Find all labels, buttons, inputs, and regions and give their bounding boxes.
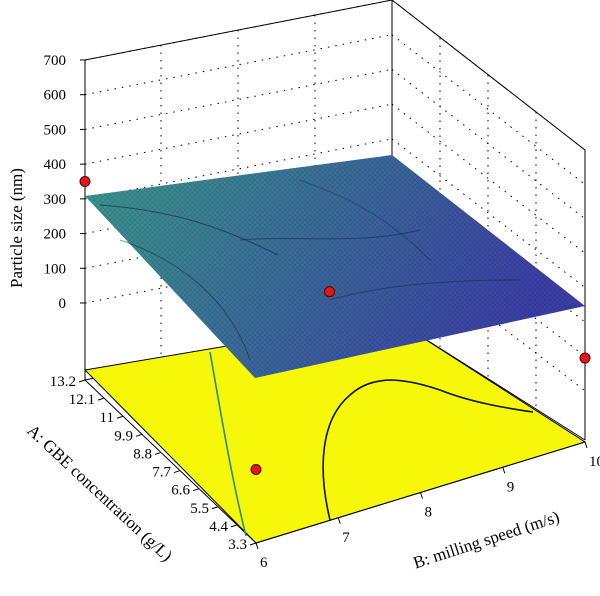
grid-line-right xyxy=(391,207,586,357)
y-tick-label: 9.9 xyxy=(114,428,133,444)
z-tick-label: 600 xyxy=(44,88,67,104)
design-point xyxy=(324,286,335,298)
surface-contour-1 xyxy=(99,204,279,256)
y-tick-mark xyxy=(97,397,105,401)
y-tick-label: 8.8 xyxy=(133,446,152,462)
y-tick-mark xyxy=(154,451,162,455)
x-tick-label: 9 xyxy=(507,479,515,495)
x-axis-ticks: 6 7 8 9 10 xyxy=(255,441,600,571)
x-tick-label: 7 xyxy=(342,530,350,546)
x-tick-mark xyxy=(584,441,588,449)
z-tick-label: 700 xyxy=(44,53,67,69)
surface-contour-2 xyxy=(239,229,421,241)
grid-line-right xyxy=(391,0,586,151)
z-axis-ticks: 0 100 200 300 400 500 600 700 xyxy=(44,53,85,312)
x-tick-mark xyxy=(420,492,423,499)
y-tick-label: 7.7 xyxy=(152,465,171,481)
y-tick-label: 4.4 xyxy=(209,519,228,535)
design-point xyxy=(79,176,91,187)
y-tick-mark xyxy=(78,379,86,383)
y-tick-mark xyxy=(230,524,238,528)
y-tick-mark xyxy=(192,488,200,492)
y-tick-label: 11 xyxy=(100,410,114,426)
floor-contour-main xyxy=(322,379,534,521)
grid-line-back xyxy=(84,34,393,96)
grid-line-right xyxy=(391,34,586,185)
surface-contour-3 xyxy=(119,239,251,361)
y-tick-mark xyxy=(116,415,124,419)
y-tick-label: 6.6 xyxy=(171,483,190,499)
design-point xyxy=(250,463,262,475)
design-point xyxy=(579,352,591,364)
x-tick-label: 8 xyxy=(425,505,433,521)
y-tick-label: 5.5 xyxy=(190,501,209,517)
y-tick-label: 13.2 xyxy=(50,374,76,390)
surface-contour-4 xyxy=(329,279,521,301)
z-axis-label: Particle size (nm) xyxy=(7,168,26,288)
surface-contour-5 xyxy=(299,179,431,261)
floor-contour-left xyxy=(209,351,247,537)
y-tick-label: 3.3 xyxy=(228,537,247,553)
x-tick-label: 6 xyxy=(260,555,268,571)
grid-line-right xyxy=(391,69,586,220)
y-tick-mark xyxy=(135,433,143,437)
z-tick-label: 100 xyxy=(44,261,67,277)
y-tick-mark xyxy=(173,470,181,474)
z-tick-label: 300 xyxy=(44,192,67,208)
x-tick-label: 10 xyxy=(589,454,600,470)
grid-line-right xyxy=(391,138,586,288)
grid-line-right xyxy=(391,103,586,254)
z-tick-label: 400 xyxy=(44,157,67,173)
grid-line-right xyxy=(391,242,586,392)
y-tick-mark xyxy=(249,542,257,546)
x-tick-mark xyxy=(255,542,259,550)
z-tick-label: 500 xyxy=(44,122,67,138)
y-tick-label: 12.1 xyxy=(69,392,95,408)
x-axis-label: B: milling speed (m/s) xyxy=(411,507,562,572)
y-axis-label: A: GBE concentration (g/L) xyxy=(23,421,176,565)
surface-mesh xyxy=(85,155,585,378)
y-axis-ticks: 3.34.45.56.67.78.89.911 12.1 13.2 xyxy=(50,374,257,553)
z-tick-label: 0 xyxy=(59,296,67,312)
x-tick-mark xyxy=(337,517,341,524)
z-tick-label: 200 xyxy=(44,227,67,243)
x-tick-mark xyxy=(502,467,506,474)
y-tick-mark xyxy=(211,506,219,510)
response-surface xyxy=(85,155,585,378)
design-points xyxy=(79,176,591,475)
